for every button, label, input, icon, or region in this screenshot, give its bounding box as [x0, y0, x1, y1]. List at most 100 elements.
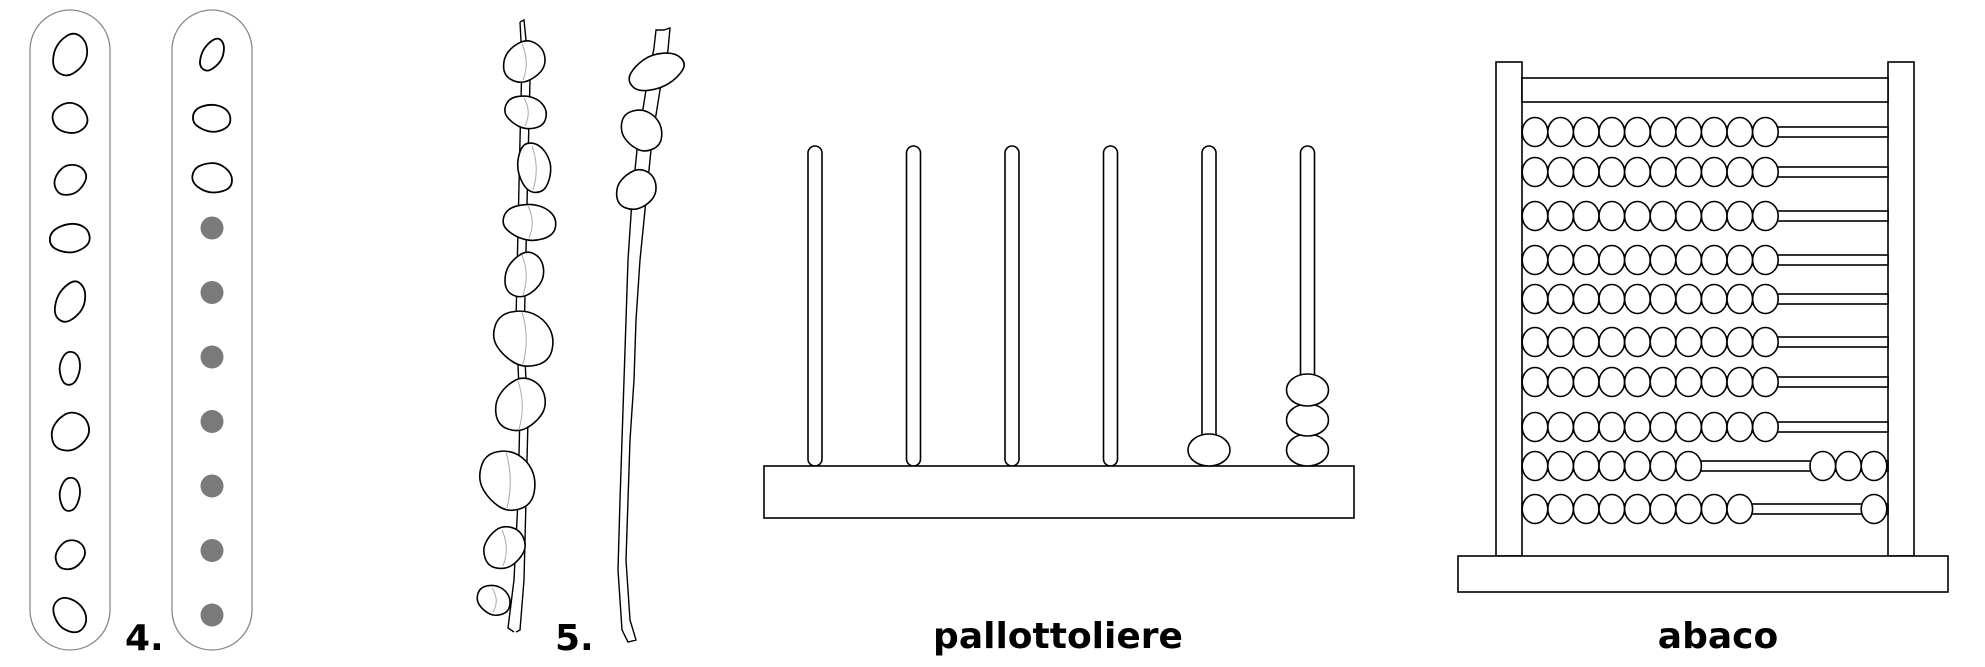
abacus-bead — [1834, 450, 1862, 482]
bead — [1285, 433, 1330, 467]
abacus-bead — [1860, 450, 1888, 482]
dot — [200, 410, 224, 433]
bead — [620, 109, 663, 152]
abacus-row — [1521, 116, 1889, 148]
stone — [53, 163, 88, 196]
stone — [50, 411, 91, 452]
abacus-bead — [1726, 156, 1754, 188]
abacus-bead — [1623, 366, 1651, 398]
abacus-bead — [1860, 493, 1888, 525]
abacus-bead — [1572, 326, 1600, 358]
abacus-row — [1521, 366, 1889, 398]
bead-highlight — [521, 254, 527, 296]
abacus-bead — [1521, 366, 1549, 398]
abacus-bead — [1572, 200, 1600, 232]
abacus-bead — [1598, 493, 1626, 525]
abacus-row — [1521, 493, 1889, 525]
abacus-bead — [1598, 156, 1626, 188]
abacus-bead — [1700, 156, 1728, 188]
abacus-bead — [1521, 450, 1549, 482]
abacus-bead — [1572, 116, 1600, 148]
dot — [200, 474, 224, 498]
rod — [1004, 145, 1020, 467]
abacus-row — [1521, 283, 1889, 315]
left-tube-stones — [48, 32, 91, 634]
bead — [492, 310, 554, 367]
dot — [200, 216, 224, 240]
abacus-bead — [1751, 116, 1779, 148]
abacus-bead — [1726, 116, 1754, 148]
label-figure-4: 4. — [125, 618, 164, 659]
abacus-bead — [1751, 200, 1779, 232]
abacus-base — [1457, 555, 1949, 593]
abacus-bead — [1649, 116, 1677, 148]
stone — [192, 103, 232, 133]
abacus-bead — [1521, 200, 1549, 232]
abacus-row — [1521, 411, 1889, 443]
abacus-bead — [1726, 366, 1754, 398]
stone — [199, 37, 225, 72]
abacus-bead — [1572, 156, 1600, 188]
label-figure-5: 5. — [555, 618, 594, 659]
bead-highlight — [501, 529, 507, 567]
bead-highlight — [527, 205, 533, 239]
abacus-bead — [1674, 493, 1703, 525]
abacus-bead — [1674, 156, 1703, 188]
abacus-bead — [1726, 283, 1754, 315]
abacus-bead — [1521, 244, 1549, 276]
abacus-bead — [1572, 366, 1600, 398]
abacus-bead — [1521, 116, 1549, 148]
abacus-bead — [1521, 283, 1549, 315]
abacus-bead — [1546, 200, 1575, 232]
abacus-bead — [1546, 116, 1575, 148]
abacus-bead — [1649, 156, 1677, 188]
bead-highlight — [491, 587, 497, 613]
bead — [476, 584, 511, 617]
bare-stick-beads — [615, 52, 685, 211]
stone — [51, 102, 89, 134]
abacus-bead — [1623, 244, 1651, 276]
abacus-bead — [1572, 283, 1600, 315]
stone — [54, 539, 86, 571]
bead-highlight — [521, 311, 527, 365]
abacus-bead — [1751, 366, 1779, 398]
abacus-bead — [1674, 450, 1703, 482]
abacus-bead — [1623, 283, 1651, 315]
bead-highlight — [505, 451, 511, 509]
abacus-bead — [1521, 493, 1549, 525]
abacus-bead — [1623, 450, 1651, 482]
abacus-bead — [1623, 411, 1651, 443]
tally-tubes — [29, 9, 253, 651]
abacus-bead — [1623, 156, 1651, 188]
abacus-bead — [1572, 411, 1600, 443]
abacus-bead — [1674, 366, 1703, 398]
pallottoliere — [763, 145, 1355, 519]
dot — [200, 539, 224, 562]
string-beads — [476, 40, 557, 617]
abacus-bead — [1598, 366, 1626, 398]
abacus-bead — [1726, 244, 1754, 276]
abacus-bead — [1598, 244, 1626, 276]
abacus-row — [1521, 326, 1889, 358]
abacus-bead — [1598, 116, 1626, 148]
stone — [52, 596, 88, 634]
abacus-bead — [1751, 156, 1779, 188]
abacus-bead — [1700, 326, 1728, 358]
stone — [53, 280, 87, 323]
abacus-bead — [1546, 411, 1575, 443]
abacus-bead — [1674, 283, 1703, 315]
pallottoliere-base — [763, 465, 1355, 519]
abacus-bead — [1649, 244, 1677, 276]
abacus-bead — [1572, 450, 1600, 482]
abacus-bead — [1546, 366, 1575, 398]
abacus-bead — [1521, 411, 1549, 443]
stone — [58, 476, 81, 512]
abacus-bead — [1751, 283, 1779, 315]
abacus-bead — [1521, 156, 1549, 188]
bead — [1187, 433, 1231, 467]
stone — [58, 350, 81, 386]
abacus-bead — [1700, 244, 1728, 276]
abacus-bead — [1546, 283, 1575, 315]
bead — [628, 52, 685, 92]
